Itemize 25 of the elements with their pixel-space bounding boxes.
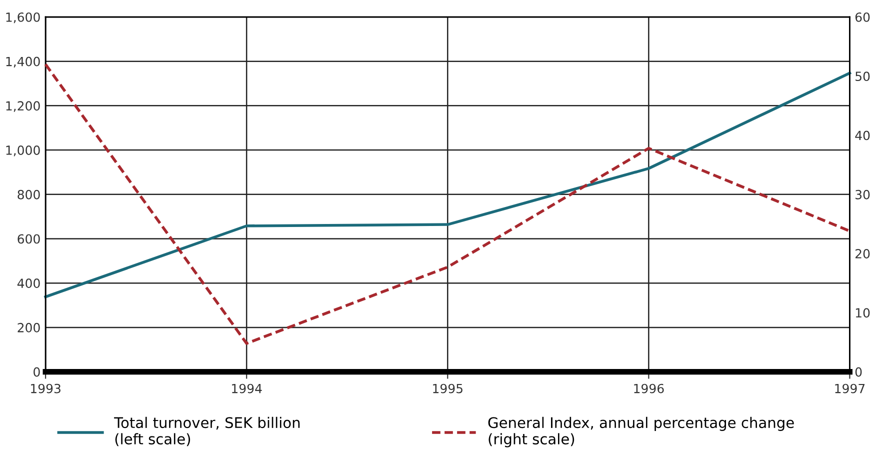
legend-label: General Index, annual percentage change (right scale) xyxy=(488,416,794,448)
x-tick-label: 1996 xyxy=(634,384,664,394)
y-tick-label: 200 xyxy=(18,322,40,332)
y2-tick-label: 10 xyxy=(856,308,870,318)
y-tick-label: 1,200 xyxy=(6,101,40,112)
y2-tick-label: 30 xyxy=(856,190,870,200)
x-tick-label: 1997 xyxy=(835,384,865,394)
x-tick-label: 1995 xyxy=(433,384,462,394)
y2-tick-label: 20 xyxy=(855,248,870,258)
y-tick-label: 1,000 xyxy=(6,146,40,156)
y2-tick-label: 50 xyxy=(856,72,870,82)
x-tick-label: 1994 xyxy=(232,384,262,394)
line-series xyxy=(44,62,852,345)
y-tick-label: 1,400 xyxy=(6,56,40,68)
y-tick-label: 600 xyxy=(18,234,40,244)
y-tick-label: 0 xyxy=(34,367,40,377)
y2-tick-label: 60 xyxy=(855,12,870,22)
y-tick-label: 400 xyxy=(17,278,40,288)
legend-label: Total turnover, SEK billion (left scale) xyxy=(114,416,300,446)
line-series xyxy=(44,72,852,298)
y2-tick-label: 40 xyxy=(855,130,870,140)
x-tick-label: 1993 xyxy=(31,384,60,394)
y2-tick-label: 0 xyxy=(855,367,862,377)
y-tick-label: 800 xyxy=(18,190,40,200)
y-tick-label: 1,600 xyxy=(6,12,40,24)
